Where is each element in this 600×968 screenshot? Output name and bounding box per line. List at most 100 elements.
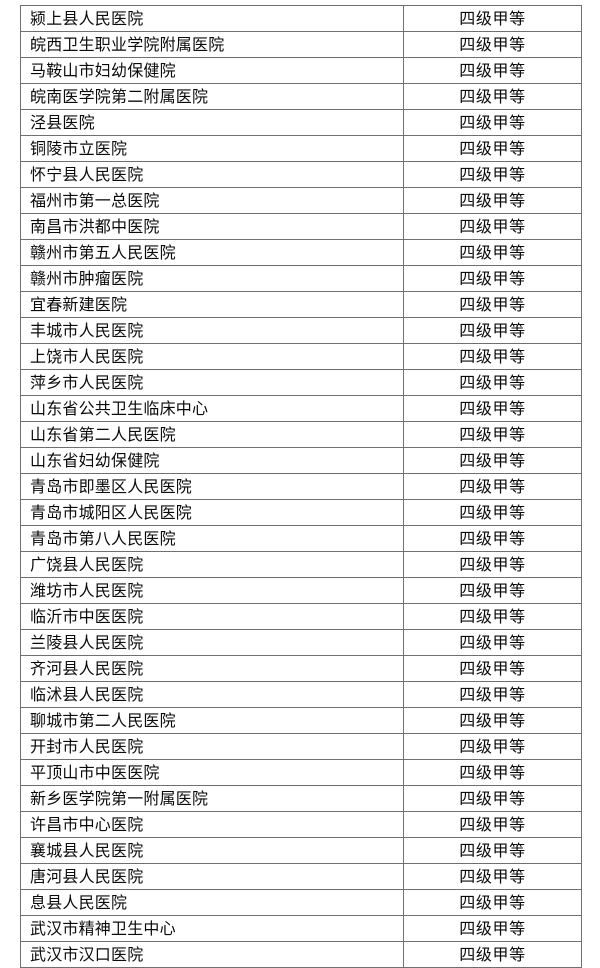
hospital-name-cell: 新乡医学院第一附属医院 xyxy=(20,785,404,812)
table-row: 齐河县人民医院 四级甲等 xyxy=(20,655,582,682)
rating-grade-cell: 四级甲等 xyxy=(403,109,582,136)
rating-grade-cell: 四级甲等 xyxy=(403,629,582,656)
rating-grade-cell: 四级甲等 xyxy=(403,707,582,734)
table-row: 萍乡市人民医院 四级甲等 xyxy=(20,369,582,396)
hospital-name-cell: 皖南医学院第二附属医院 xyxy=(20,83,404,110)
hospital-name-cell: 山东省第二人民医院 xyxy=(20,421,404,448)
hospital-name-cell: 赣州市第五人民医院 xyxy=(20,239,404,266)
hospital-name-cell: 萍乡市人民医院 xyxy=(20,369,404,396)
hospital-rating-table: 颍上县人民医院 四级甲等 皖西卫生职业学院附属医院 四级甲等 马鞍山市妇幼保健院 四级甲等… xyxy=(20,5,582,968)
table-row: 兰陵县人民医院 四级甲等 xyxy=(20,629,582,656)
table-row: 广饶县人民医院 四级甲等 xyxy=(20,551,582,578)
hospital-name-cell: 息县人民医院 xyxy=(20,889,404,916)
table-row: 临沂市中医医院 四级甲等 xyxy=(20,603,582,630)
table-row: 山东省第二人民医院 四级甲等 xyxy=(20,421,582,448)
table-row: 许昌市中心医院 四级甲等 xyxy=(20,811,582,838)
rating-grade-cell: 四级甲等 xyxy=(403,681,582,708)
table-row: 临沭县人民医院 四级甲等 xyxy=(20,681,582,708)
table-row: 赣州市肿瘤医院 四级甲等 xyxy=(20,265,582,292)
hospital-name-cell: 泾县医院 xyxy=(20,109,404,136)
hospital-name-cell: 青岛市城阳区人民医院 xyxy=(20,499,404,526)
hospital-name-cell: 马鞍山市妇幼保健院 xyxy=(20,57,404,84)
table-row: 潍坊市人民医院 四级甲等 xyxy=(20,577,582,604)
hospital-name-cell: 武汉市汉口医院 xyxy=(20,941,404,968)
table-row: 唐河县人民医院 四级甲等 xyxy=(20,863,582,890)
table-row: 铜陵市立医院 四级甲等 xyxy=(20,135,582,162)
hospital-name-cell: 潍坊市人民医院 xyxy=(20,577,404,604)
rating-grade-cell: 四级甲等 xyxy=(403,161,582,188)
hospital-name-cell: 上饶市人民医院 xyxy=(20,343,404,370)
table-row: 皖南医学院第二附属医院 四级甲等 xyxy=(20,83,582,110)
rating-grade-cell: 四级甲等 xyxy=(403,369,582,396)
table-row: 青岛市即墨区人民医院 四级甲等 xyxy=(20,473,582,500)
table-row: 南昌市洪都中医院 四级甲等 xyxy=(20,213,582,240)
hospital-name-cell: 临沭县人民医院 xyxy=(20,681,404,708)
rating-grade-cell: 四级甲等 xyxy=(403,499,582,526)
hospital-name-cell: 南昌市洪都中医院 xyxy=(20,213,404,240)
table-row: 皖西卫生职业学院附属医院 四级甲等 xyxy=(20,31,582,58)
hospital-name-cell: 青岛市第八人民医院 xyxy=(20,525,404,552)
hospital-name-cell: 赣州市肿瘤医院 xyxy=(20,265,404,292)
table-row: 泾县医院 四级甲等 xyxy=(20,109,582,136)
table-row: 青岛市第八人民医院 四级甲等 xyxy=(20,525,582,552)
hospital-name-cell: 铜陵市立医院 xyxy=(20,135,404,162)
rating-grade-cell: 四级甲等 xyxy=(403,57,582,84)
hospital-name-cell: 武汉市精神卫生中心 xyxy=(20,915,404,942)
rating-grade-cell: 四级甲等 xyxy=(403,785,582,812)
table-row: 丰城市人民医院 四级甲等 xyxy=(20,317,582,344)
rating-grade-cell: 四级甲等 xyxy=(403,551,582,578)
rating-grade-cell: 四级甲等 xyxy=(403,915,582,942)
rating-grade-cell: 四级甲等 xyxy=(403,811,582,838)
hospital-name-cell: 齐河县人民医院 xyxy=(20,655,404,682)
hospital-name-cell: 兰陵县人民医院 xyxy=(20,629,404,656)
hospital-name-cell: 山东省公共卫生临床中心 xyxy=(20,395,404,422)
hospital-name-cell: 福州市第一总医院 xyxy=(20,187,404,214)
table-row: 息县人民医院 四级甲等 xyxy=(20,889,582,916)
rating-grade-cell: 四级甲等 xyxy=(403,577,582,604)
table-row: 福州市第一总医院 四级甲等 xyxy=(20,187,582,214)
hospital-name-cell: 广饶县人民医院 xyxy=(20,551,404,578)
table-row: 武汉市精神卫生中心 四级甲等 xyxy=(20,915,582,942)
rating-grade-cell: 四级甲等 xyxy=(403,733,582,760)
hospital-name-cell: 襄城县人民医院 xyxy=(20,837,404,864)
table-row: 赣州市第五人民医院 四级甲等 xyxy=(20,239,582,266)
rating-grade-cell: 四级甲等 xyxy=(403,525,582,552)
rating-grade-cell: 四级甲等 xyxy=(403,837,582,864)
rating-grade-cell: 四级甲等 xyxy=(403,395,582,422)
hospital-name-cell: 开封市人民医院 xyxy=(20,733,404,760)
hospital-name-cell: 聊城市第二人民医院 xyxy=(20,707,404,734)
table-row: 马鞍山市妇幼保健院 四级甲等 xyxy=(20,57,582,84)
rating-grade-cell: 四级甲等 xyxy=(403,291,582,318)
table-row: 武汉市汉口医院 四级甲等 xyxy=(20,941,582,968)
rating-grade-cell: 四级甲等 xyxy=(403,889,582,916)
hospital-name-cell: 平顶山市中医医院 xyxy=(20,759,404,786)
hospital-name-cell: 丰城市人民医院 xyxy=(20,317,404,344)
table-row: 新乡医学院第一附属医院 四级甲等 xyxy=(20,785,582,812)
rating-grade-cell: 四级甲等 xyxy=(403,421,582,448)
hospital-name-cell: 青岛市即墨区人民医院 xyxy=(20,473,404,500)
rating-grade-cell: 四级甲等 xyxy=(403,83,582,110)
rating-grade-cell: 四级甲等 xyxy=(403,317,582,344)
rating-grade-cell: 四级甲等 xyxy=(403,473,582,500)
rating-grade-cell: 四级甲等 xyxy=(403,655,582,682)
table-row: 山东省妇幼保健院 四级甲等 xyxy=(20,447,582,474)
table-row: 聊城市第二人民医院 四级甲等 xyxy=(20,707,582,734)
rating-grade-cell: 四级甲等 xyxy=(403,239,582,266)
hospital-name-cell: 皖西卫生职业学院附属医院 xyxy=(20,31,404,58)
rating-grade-cell: 四级甲等 xyxy=(403,135,582,162)
table-body: 颍上县人民医院 四级甲等 皖西卫生职业学院附属医院 四级甲等 马鞍山市妇幼保健院 四级甲等… xyxy=(20,5,582,968)
hospital-name-cell: 许昌市中心医院 xyxy=(20,811,404,838)
hospital-name-cell: 宜春新建医院 xyxy=(20,291,404,318)
rating-grade-cell: 四级甲等 xyxy=(403,265,582,292)
rating-grade-cell: 四级甲等 xyxy=(403,31,582,58)
table-row: 襄城县人民医院 四级甲等 xyxy=(20,837,582,864)
rating-grade-cell: 四级甲等 xyxy=(403,447,582,474)
rating-grade-cell: 四级甲等 xyxy=(403,603,582,630)
table-row: 开封市人民医院 四级甲等 xyxy=(20,733,582,760)
rating-grade-cell: 四级甲等 xyxy=(403,759,582,786)
rating-grade-cell: 四级甲等 xyxy=(403,213,582,240)
hospital-name-cell: 山东省妇幼保健院 xyxy=(20,447,404,474)
rating-grade-cell: 四级甲等 xyxy=(403,343,582,370)
table-row: 颍上县人民医院 四级甲等 xyxy=(20,5,582,32)
hospital-name-cell: 临沂市中医医院 xyxy=(20,603,404,630)
